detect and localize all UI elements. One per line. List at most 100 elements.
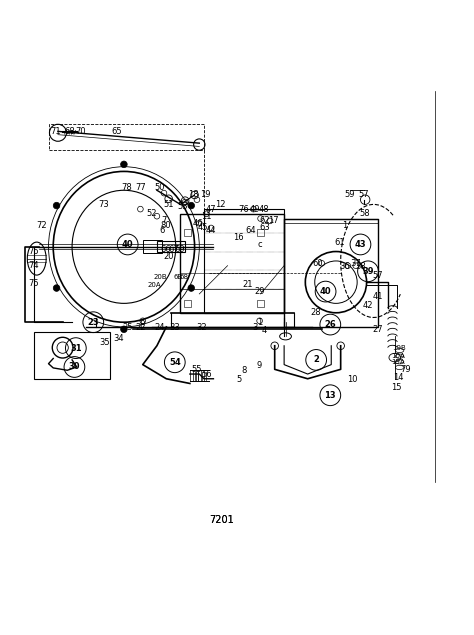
Text: 58: 58 bbox=[360, 210, 371, 218]
Text: 20: 20 bbox=[164, 251, 174, 261]
Text: 2: 2 bbox=[313, 356, 319, 364]
Text: 25: 25 bbox=[122, 323, 133, 332]
Bar bbox=[184, 229, 191, 236]
Text: 7201: 7201 bbox=[210, 515, 234, 525]
Text: 71: 71 bbox=[50, 127, 61, 136]
Text: 67: 67 bbox=[168, 244, 179, 253]
Bar bbox=[48, 124, 204, 150]
Text: 78: 78 bbox=[121, 184, 132, 192]
Text: 61: 61 bbox=[335, 237, 345, 246]
Text: 35: 35 bbox=[99, 338, 109, 347]
Text: 18: 18 bbox=[188, 190, 199, 199]
Text: 11: 11 bbox=[201, 211, 211, 221]
Text: 7201: 7201 bbox=[210, 515, 234, 525]
Text: 8: 8 bbox=[241, 366, 247, 375]
Bar bbox=[204, 209, 284, 313]
Text: 51: 51 bbox=[164, 200, 174, 209]
Text: c: c bbox=[257, 240, 262, 249]
Text: 16: 16 bbox=[233, 233, 243, 242]
Text: 50: 50 bbox=[154, 184, 164, 192]
Bar bbox=[181, 214, 284, 313]
Text: 79: 79 bbox=[401, 365, 411, 374]
Text: 31: 31 bbox=[70, 344, 82, 352]
Text: 60: 60 bbox=[313, 259, 323, 268]
Text: 29: 29 bbox=[255, 287, 265, 296]
Text: 57: 57 bbox=[358, 190, 369, 199]
Text: 64: 64 bbox=[245, 226, 255, 235]
Circle shape bbox=[188, 203, 194, 209]
Text: 55: 55 bbox=[191, 365, 202, 374]
Text: 9: 9 bbox=[257, 361, 262, 370]
Text: 75: 75 bbox=[28, 279, 39, 288]
Text: 57: 57 bbox=[372, 271, 383, 279]
Text: 62: 62 bbox=[259, 217, 270, 225]
Text: 3: 3 bbox=[252, 323, 257, 332]
Text: 46: 46 bbox=[193, 218, 204, 228]
Text: 49: 49 bbox=[250, 204, 260, 213]
Text: 10: 10 bbox=[347, 375, 358, 384]
Text: 6B: 6B bbox=[173, 274, 182, 281]
Text: 27: 27 bbox=[372, 324, 383, 334]
Text: 28: 28 bbox=[311, 308, 321, 318]
Text: 66: 66 bbox=[160, 244, 171, 253]
Text: 7: 7 bbox=[161, 217, 167, 225]
Text: 39: 39 bbox=[362, 267, 374, 276]
Text: 42: 42 bbox=[363, 301, 373, 311]
Text: 17: 17 bbox=[268, 217, 279, 225]
Text: 72: 72 bbox=[36, 221, 47, 230]
Circle shape bbox=[53, 284, 60, 291]
Text: 37: 37 bbox=[350, 259, 361, 268]
Text: 75: 75 bbox=[28, 247, 39, 256]
Text: 26: 26 bbox=[324, 320, 336, 329]
Bar bbox=[143, 240, 162, 253]
Text: 15A: 15A bbox=[392, 359, 405, 365]
Text: 74: 74 bbox=[28, 261, 39, 270]
Text: 23: 23 bbox=[88, 318, 99, 327]
Text: 45: 45 bbox=[198, 224, 208, 232]
Text: 80: 80 bbox=[160, 221, 171, 230]
Text: 59: 59 bbox=[344, 190, 355, 199]
Text: 15: 15 bbox=[391, 383, 401, 392]
Text: 68: 68 bbox=[64, 127, 75, 136]
Text: 54: 54 bbox=[169, 358, 181, 367]
Text: 44: 44 bbox=[206, 226, 216, 235]
Text: 40: 40 bbox=[122, 240, 134, 249]
Text: 43: 43 bbox=[355, 240, 366, 249]
Text: 6: 6 bbox=[160, 226, 165, 235]
Text: 22: 22 bbox=[135, 323, 146, 332]
Text: 4: 4 bbox=[262, 326, 267, 335]
Text: 1: 1 bbox=[257, 318, 262, 327]
Text: 40: 40 bbox=[320, 287, 331, 296]
Text: 52: 52 bbox=[146, 210, 156, 218]
Text: 38: 38 bbox=[355, 262, 366, 271]
Circle shape bbox=[188, 284, 194, 291]
Text: 48: 48 bbox=[259, 204, 270, 213]
Circle shape bbox=[53, 203, 60, 209]
Bar bbox=[184, 300, 191, 307]
Text: 20A: 20A bbox=[148, 281, 161, 288]
Text: 10A: 10A bbox=[391, 353, 405, 359]
Text: 63: 63 bbox=[259, 224, 270, 232]
Text: 34: 34 bbox=[113, 334, 124, 343]
Text: 41: 41 bbox=[372, 292, 383, 301]
Text: 13: 13 bbox=[325, 391, 336, 400]
Text: 32: 32 bbox=[196, 323, 207, 332]
Text: 20B: 20B bbox=[154, 274, 167, 281]
Bar bbox=[257, 229, 264, 236]
Text: 73: 73 bbox=[99, 200, 109, 209]
Text: 5: 5 bbox=[237, 375, 242, 384]
Text: 1: 1 bbox=[342, 221, 347, 230]
Bar bbox=[157, 241, 185, 253]
Text: 77: 77 bbox=[135, 184, 146, 192]
Text: 36: 36 bbox=[339, 262, 350, 271]
Text: 21: 21 bbox=[242, 280, 253, 289]
Text: 19: 19 bbox=[200, 190, 210, 199]
Text: 30: 30 bbox=[69, 363, 80, 371]
Text: p: p bbox=[139, 318, 145, 327]
Text: 69: 69 bbox=[174, 244, 185, 253]
Text: 56: 56 bbox=[201, 370, 212, 380]
Circle shape bbox=[120, 326, 127, 333]
Text: 19B: 19B bbox=[392, 345, 406, 351]
Text: 70: 70 bbox=[75, 127, 86, 136]
Text: 65: 65 bbox=[111, 127, 122, 136]
